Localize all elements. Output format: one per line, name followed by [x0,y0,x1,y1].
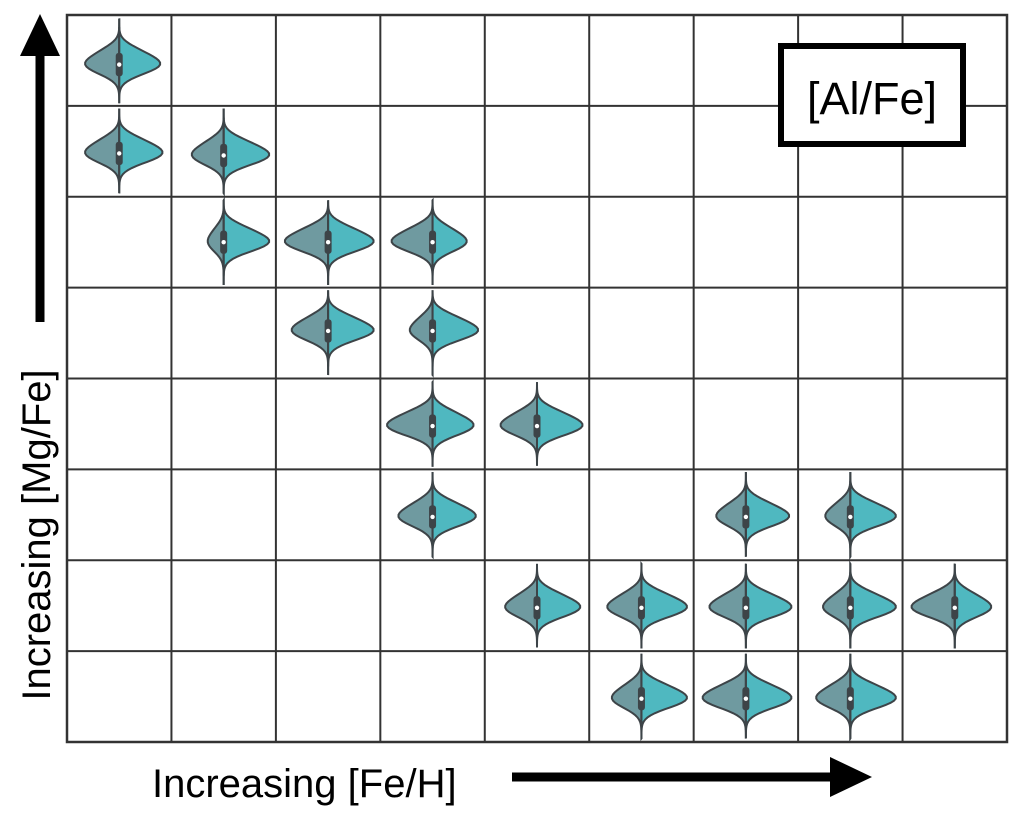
violin-right-half [222,108,271,197]
violin-median-dot [848,696,853,701]
violin-right-half [222,196,271,285]
violin-median-dot [743,696,749,701]
violin-median-dot [743,514,749,520]
violin [84,18,162,104]
violin [701,653,793,739]
violin-right-half [431,379,475,467]
violin-left-half [610,653,643,742]
violin-left-half [606,561,643,649]
violin-left-half [504,563,538,648]
violin [715,472,791,557]
violin-left-half [815,653,852,742]
violin-median-dot [430,514,435,520]
violin-median-dot [221,239,226,245]
title-box-frame [778,43,966,147]
violin-right-half [953,563,993,649]
violin-left-half [701,653,747,739]
violin-left-half [715,472,747,557]
violin-left-half [822,560,852,649]
violin [504,563,582,648]
violin-median-dot [639,696,644,701]
violin [190,108,271,197]
violin-left-half [397,472,434,560]
violin-left-half [290,290,330,376]
violin [84,108,164,194]
violin-median-dot [221,153,226,158]
violin-left-half [910,563,956,649]
violin-median-dot [430,328,435,334]
violin [815,653,897,743]
violin-right-half [327,290,375,376]
violin-median-dot [639,605,644,610]
violin-median-dot [325,328,331,334]
violin-left-half [499,382,538,466]
violin [822,560,897,649]
violin [397,472,477,560]
violin-right-half [431,472,477,560]
violin-median-dot [534,605,540,610]
title-box: [Al/Fe] [778,43,966,147]
violin-right-half [118,108,164,194]
violin-left-half [190,108,225,197]
violin [824,472,897,561]
violin-left-half [824,472,852,561]
violin [610,653,688,742]
violin-right-half [640,653,688,742]
y-axis-arrow [20,14,60,322]
violin-right-half [849,472,897,561]
violin-right-half [744,472,791,557]
violin-right-half [849,653,897,743]
violin-left-half [84,18,121,104]
violin-median-dot [534,423,540,429]
violin-left-half [386,379,434,467]
violin-right-half [431,197,468,285]
violin-right-half [744,653,793,739]
y-axis-label: Increasing [Mg/Fe] [15,369,59,700]
violin-median-dot [117,62,122,67]
violin-right-half [849,560,897,649]
violin-median-dot [743,605,749,610]
violin-median-dot [848,514,853,520]
violin-right-half [536,563,582,648]
x-axis-arrow [512,757,872,797]
violin [290,290,375,376]
violin-right-half [640,561,688,649]
violin-right-half [118,18,162,104]
violin-median-dot [430,239,435,245]
violin [386,379,475,467]
violin-right-half [744,563,793,649]
title-box-label: [Al/Fe] [807,73,937,124]
violin-layer [84,18,993,743]
violin-median-dot [430,423,435,429]
violin [283,200,375,285]
violin-median-dot [848,605,853,610]
violin [408,290,479,378]
violin [606,561,688,649]
violin-left-half [390,197,434,285]
violin-median-dot [325,239,331,245]
violin-right-half [536,382,584,466]
violin-left-half [708,563,747,649]
violin [499,382,584,466]
violin [910,563,993,649]
violin-right-half [431,290,479,378]
violin-right-half [327,200,375,285]
violin-median-dot [952,605,957,610]
x-axis-label: Increasing [Fe/H] [152,762,457,806]
violin-median-dot [117,151,122,156]
violin-left-half [283,200,330,285]
violin [206,196,271,285]
violin-left-half [84,108,121,194]
violin [390,197,468,285]
violin [708,563,793,649]
